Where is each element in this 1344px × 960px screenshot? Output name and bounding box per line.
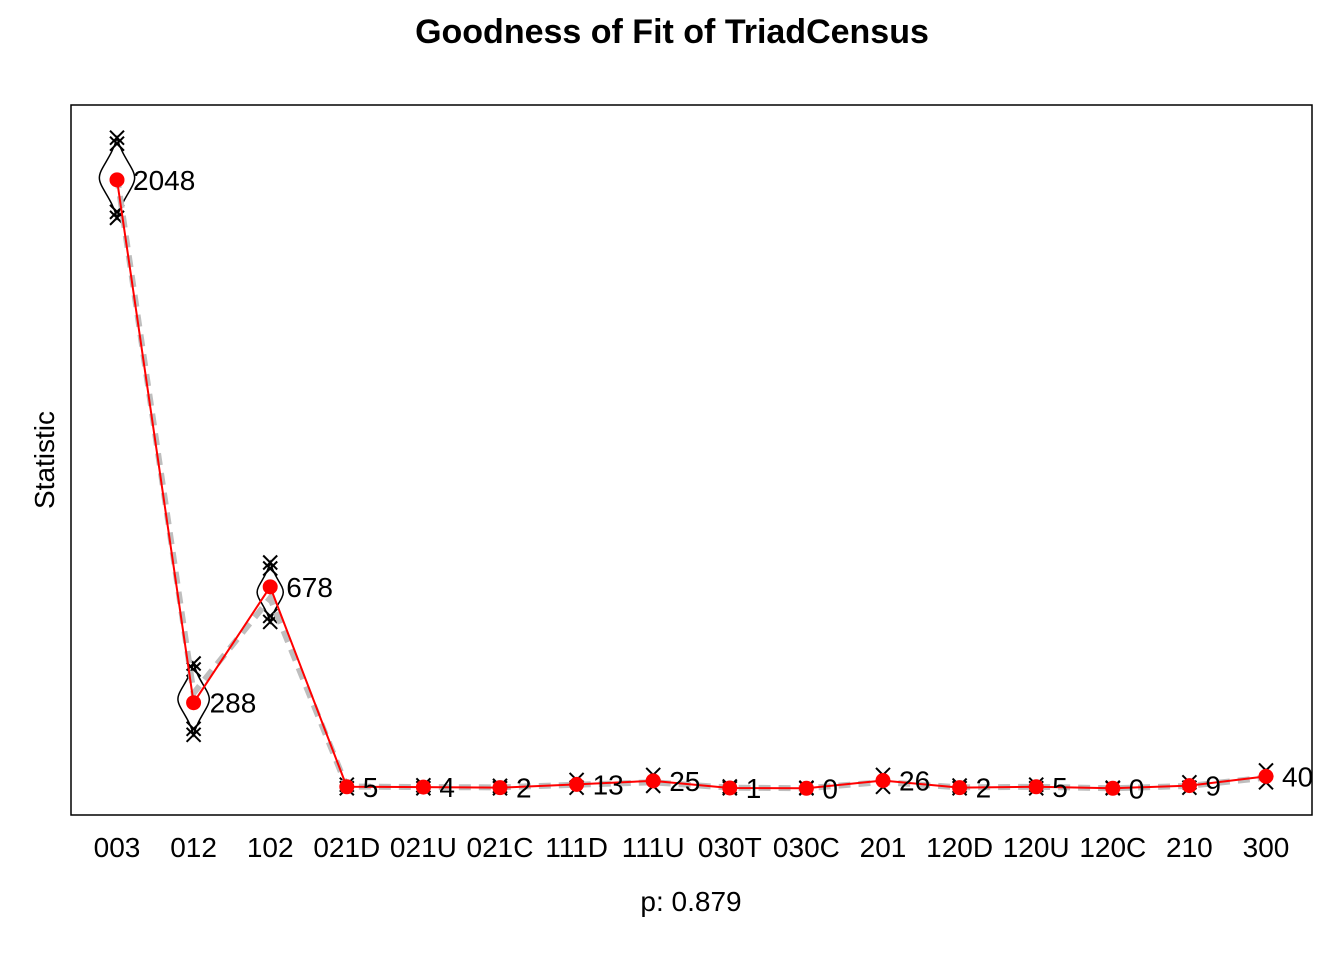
observed-label-120U: 5 — [1052, 772, 1068, 803]
simulated-violins — [98, 134, 1271, 790]
observed-point-300 — [1258, 768, 1274, 784]
x-tick-030C: 030C — [773, 832, 840, 863]
x-tick-201: 201 — [860, 832, 907, 863]
observed-point-120C — [1105, 780, 1121, 796]
observed-point-021D — [339, 779, 355, 795]
observed-label-021U: 4 — [439, 772, 455, 803]
x-tick-111D: 111D — [545, 832, 608, 863]
observed-point-021C — [492, 780, 508, 796]
observed-label-030C: 0 — [822, 773, 838, 804]
x-axis-label: p: 0.879 — [640, 886, 741, 917]
observed-line — [116, 179, 1267, 790]
observed-label-210: 9 — [1205, 771, 1221, 802]
observed-label-003: 2048 — [133, 165, 195, 196]
x-tick-012: 012 — [170, 832, 217, 863]
x-tick-111U: 111U — [622, 832, 685, 863]
simulated-mean-line — [114, 175, 1267, 792]
observed-label-111U: 25 — [669, 766, 700, 797]
sim-max-mark2-102 — [262, 560, 278, 577]
observed-label-012: 288 — [210, 688, 257, 719]
x-tick-021U: 021U — [390, 832, 457, 863]
simulated-marks — [109, 129, 1274, 796]
sim-max-mark2-003 — [109, 135, 125, 152]
x-tick-210: 210 — [1166, 832, 1213, 863]
observed-point-120D — [952, 780, 968, 796]
chart-title: Goodness of Fit of TriadCensus — [415, 13, 929, 51]
x-tick-030T: 030T — [698, 832, 762, 863]
observed-points — [109, 172, 1274, 796]
sim-min-mark-012 — [185, 727, 202, 743]
observed-label-120C: 0 — [1129, 773, 1145, 804]
x-tick-021D: 021D — [313, 832, 380, 863]
observed-label-300: 40 — [1282, 761, 1313, 792]
observed-label-111D: 13 — [593, 769, 624, 800]
observed-point-021U — [415, 779, 431, 795]
observed-label-102: 678 — [286, 572, 333, 603]
observed-point-102 — [262, 579, 278, 595]
sim-min-mark2-102 — [262, 608, 278, 624]
x-tick-120D: 120D — [926, 832, 993, 863]
x-tick-021C: 021C — [467, 832, 534, 863]
x-tick-102: 102 — [247, 832, 294, 863]
x-tick-003: 003 — [94, 832, 141, 863]
observed-label-021C: 2 — [516, 773, 532, 804]
observed-label-030T: 1 — [746, 773, 762, 804]
observed-point-201 — [875, 773, 891, 789]
x-tick-120C: 120C — [1079, 832, 1146, 863]
sim-min-mark2-012 — [185, 721, 202, 737]
observed-point-003 — [109, 172, 125, 188]
observed-label-021D: 5 — [363, 772, 379, 803]
plot-frame — [70, 104, 1313, 816]
observed-label-201: 26 — [899, 766, 930, 797]
observed-point-012 — [186, 695, 202, 711]
observed-label-120D: 2 — [976, 773, 992, 804]
observed-point-030C — [798, 780, 814, 796]
observed-point-111D — [569, 776, 585, 792]
x-tick-120U: 120U — [1003, 832, 1070, 863]
y-axis-label: Statistic — [29, 411, 60, 509]
observed-point-030T — [722, 780, 738, 796]
x-tick-300: 300 — [1243, 832, 1290, 863]
sim-max-mark-102 — [262, 554, 278, 571]
sim-max-mark-003 — [109, 129, 125, 146]
observed-point-210 — [1181, 778, 1197, 794]
observed-point-111U — [645, 773, 661, 789]
observed-point-120U — [1028, 779, 1044, 795]
x-tick-labels: 003 012 102 021D 021U 021C 111D 111U 030T 030C 201… — [94, 832, 1290, 863]
